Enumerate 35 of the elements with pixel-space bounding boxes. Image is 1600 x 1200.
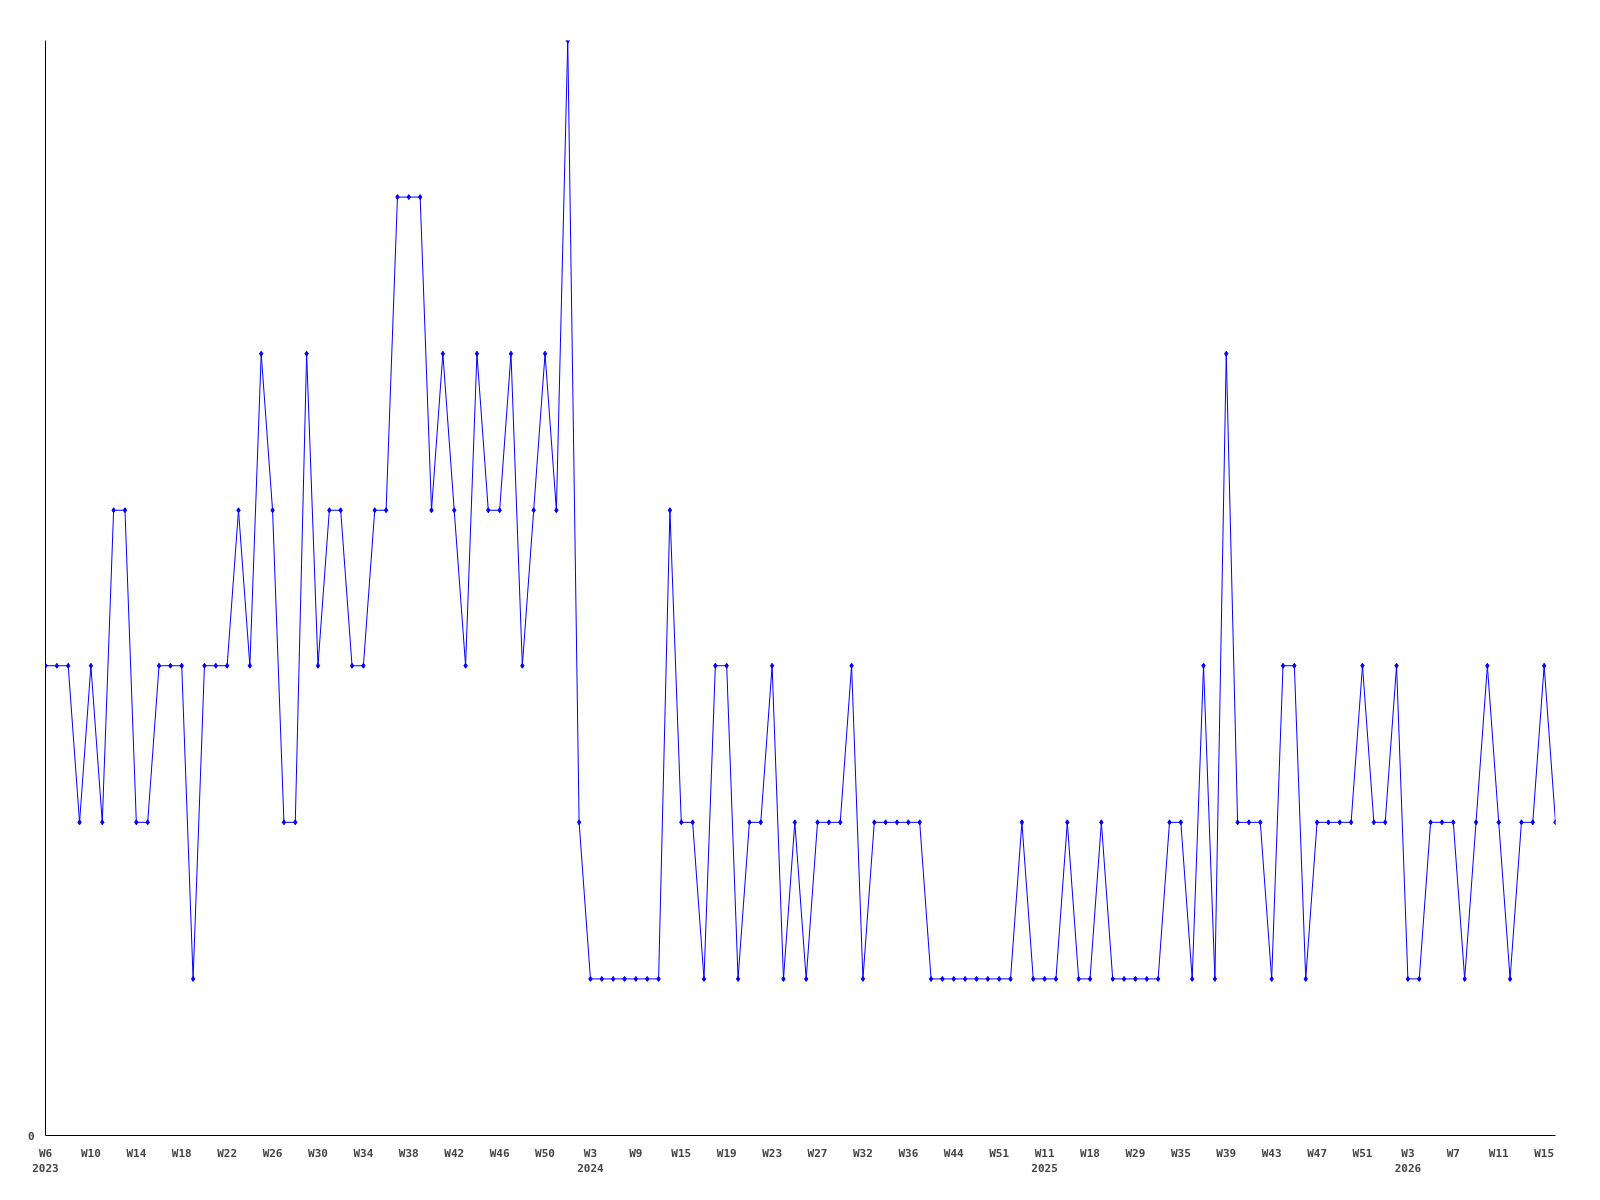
x-tick-label: W11 2025 bbox=[1031, 1146, 1058, 1176]
x-tick-label: W3 2024 bbox=[577, 1146, 605, 1176]
x-tick-label: W36 bbox=[898, 1146, 919, 1160]
x-tick-label: W18 bbox=[1080, 1146, 1100, 1160]
x-tick-label: W15 bbox=[671, 1146, 692, 1160]
x-tick-label: W47 bbox=[1307, 1146, 1328, 1160]
x-tick-label: W34 bbox=[353, 1146, 374, 1160]
x-tick-label: W51 bbox=[1352, 1146, 1373, 1160]
x-tick-label: W19 bbox=[716, 1146, 737, 1160]
x-tick-label: W27 bbox=[807, 1146, 828, 1160]
x-tick-label: W9 bbox=[629, 1146, 643, 1160]
x-tick-label: W44 bbox=[943, 1146, 965, 1160]
x-tick-label: W46 bbox=[489, 1146, 510, 1160]
x-tick-label: W38 bbox=[398, 1146, 419, 1160]
x-tick-label: W22 bbox=[217, 1146, 238, 1160]
x-tick-label: W42 bbox=[444, 1146, 465, 1160]
x-tick-label: W18 bbox=[171, 1146, 192, 1160]
x-tick-label: W11 bbox=[1488, 1146, 1510, 1160]
x-tick-label: W3 2026 bbox=[1394, 1146, 1422, 1176]
x-tick-label: W51 bbox=[989, 1146, 1010, 1160]
x-tick-label: W15 bbox=[1534, 1146, 1555, 1160]
x-tick-label: W50 bbox=[535, 1146, 555, 1160]
x-tick-label: W7 bbox=[1446, 1146, 1460, 1160]
x-tick-label: W43 bbox=[1261, 1146, 1282, 1160]
x-tick-label: W30 bbox=[308, 1146, 328, 1160]
x-tick-label: W10 bbox=[80, 1146, 101, 1160]
text: 0 bbox=[27, 1129, 35, 1143]
x-tick-label: W23 bbox=[762, 1146, 783, 1160]
x-tick-label: W6 2023 bbox=[32, 1146, 59, 1176]
x-tick-label: W39 bbox=[1216, 1146, 1237, 1160]
x-tick-label: W14 bbox=[126, 1146, 147, 1160]
x-tick-label: W32 bbox=[853, 1146, 873, 1160]
x-tick-label: W35 bbox=[1170, 1146, 1191, 1160]
x-tick-label: W29 bbox=[1125, 1146, 1146, 1160]
x-tick-label: W26 bbox=[262, 1146, 283, 1160]
